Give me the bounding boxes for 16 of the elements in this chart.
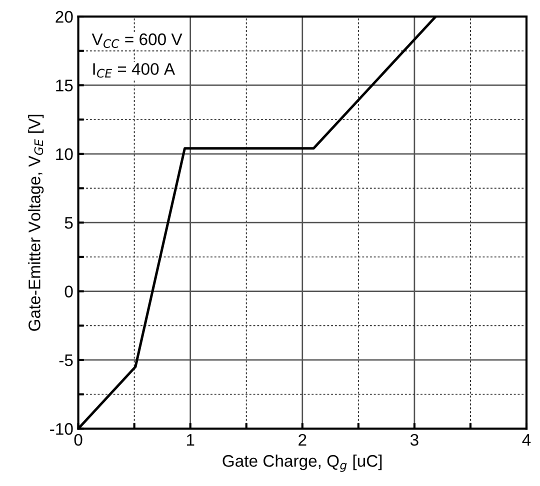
y-tick-label: 5 bbox=[64, 217, 73, 229]
y-tick-label: -5 bbox=[59, 354, 73, 366]
x-axis-title: Gate Charge, Q$_{g}$ [uC] bbox=[222, 454, 382, 472]
x-tick-label: 4 bbox=[522, 434, 531, 446]
x-tick-label: 0 bbox=[74, 434, 82, 446]
annotation: I$_{CE}$ = 400 A bbox=[93, 63, 176, 78]
x-tick-label: 3 bbox=[410, 434, 418, 446]
annotation: V$_{CC}$ = 600 V bbox=[92, 33, 182, 48]
y-tick-label: -10 bbox=[50, 423, 73, 435]
y-tick-label: 15 bbox=[56, 80, 73, 92]
y-tick-label: 0 bbox=[64, 286, 73, 298]
y-tick-label: 20 bbox=[56, 10, 73, 23]
y-tick-label: 10 bbox=[56, 148, 73, 160]
x-tick-label: 2 bbox=[298, 434, 306, 446]
x-tick-label: 1 bbox=[186, 434, 194, 446]
y-axis-title: Gate-Emitter Voltage, V$_{GE}$ [V] bbox=[28, 114, 44, 331]
